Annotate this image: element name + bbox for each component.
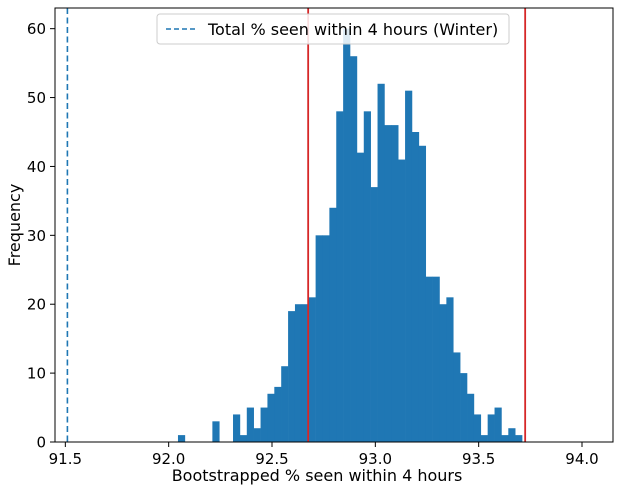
legend: Total % seen within 4 hours (Winter) [156,13,510,45]
x-tick-label: 94.0 [565,450,598,468]
histogram-bar [336,111,344,442]
histogram-bar [425,276,433,442]
histogram-bar [322,235,330,442]
histogram-bar [460,373,468,442]
histogram-bar [453,352,461,442]
histogram-bar [487,414,495,442]
histogram-bar [212,421,220,442]
reference-lines [66,8,527,442]
histogram-bar [508,428,516,442]
histogram-bar [501,435,509,442]
y-tick-label: 10 [27,365,46,383]
histogram-bars [177,28,523,443]
histogram-bar [315,235,323,442]
histogram-bar [446,297,454,442]
histogram-bar [432,276,440,442]
histogram-bar [411,132,420,442]
histogram-bar [398,159,406,442]
x-tick-label: 93.0 [359,450,392,468]
histogram-bar [467,393,475,442]
y-tick-label: 30 [27,227,46,245]
histogram-bar [377,83,385,442]
histogram-bar [384,125,392,443]
histogram-bar [177,435,186,442]
histogram-bar [294,304,303,442]
histogram-bar [473,414,482,442]
y-tick-label: 0 [36,434,46,452]
legend-entry-label: Total % seen within 4 hours (Winter) [207,20,498,39]
histogram-bar [391,125,399,443]
histogram-bar [246,407,254,442]
histogram-bar [515,435,523,442]
histogram-bar [288,311,296,442]
histogram-bar [253,428,261,442]
x-axis-ticks: 91.5 92.0 92.5 93.0 93.5 94.0 [49,442,599,468]
histogram-bar [356,152,365,443]
y-tick-label: 50 [27,89,46,107]
histogram-bar [418,145,427,442]
histogram-bar [480,435,488,442]
legend-box [156,13,510,45]
y-axis-ticks: 0 10 20 30 40 50 60 [27,20,55,452]
x-tick-label: 93.5 [462,450,495,468]
histogram-bar [301,304,310,442]
histogram-bar [308,297,316,442]
histogram-bar [405,90,413,443]
y-tick-label: 60 [27,20,46,38]
histogram-bar [350,56,358,442]
x-tick-label: 91.5 [49,450,82,468]
histogram-bar [363,111,371,442]
histogram-bar [439,304,447,442]
histogram-bar [281,366,289,442]
y-axis-label: Frequency [5,184,24,267]
histogram-bar [274,386,282,442]
y-tick-label: 40 [27,158,46,176]
histogram-bar [370,187,378,442]
axes-frame [54,7,614,443]
histogram-bar [233,414,241,442]
histogram-bar [343,28,351,442]
histogram-bar [260,407,268,442]
histogram-bar [239,435,248,442]
histogram-bar [494,407,502,442]
histogram-bar [329,207,337,442]
y-tick-label: 20 [27,296,46,314]
histogram-bar [267,393,275,442]
x-axis-label: Bootstrapped % seen within 4 hours [172,466,463,485]
x-tick-label: 92.0 [152,450,185,468]
x-tick-label: 92.5 [255,450,288,468]
